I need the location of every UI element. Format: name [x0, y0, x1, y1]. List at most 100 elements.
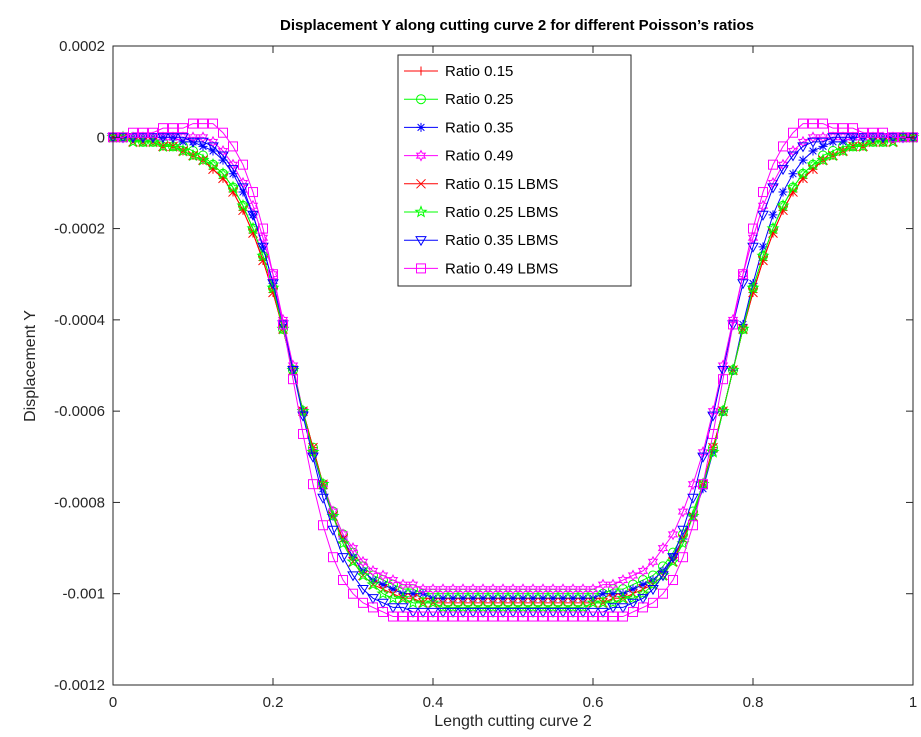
series-ratio-0-49-lbms-marker: [338, 575, 348, 586]
series-ratio-0-35-marker: [638, 580, 648, 590]
series-ratio-0-25-lbms-marker: [366, 577, 380, 591]
series-ratio-0-49-marker: [547, 583, 559, 596]
series-ratio-0-35-lbms-marker: [487, 607, 499, 618]
series-ratio-0-49-lbms-marker: [508, 611, 518, 622]
series-ratio-0-35-lbms-marker: [237, 183, 249, 194]
series-ratio-0-25-lbms-marker: [496, 600, 510, 613]
series-ratio-0-35-lbms-marker: [697, 452, 709, 463]
series-ratio-0-35-lbms-marker: [357, 585, 369, 596]
series-ratio-0-35-marker: [508, 593, 518, 603]
series-ratio-0-49-lbms-marker: [638, 602, 648, 613]
series-ratio-0-35-lbms-marker: [707, 411, 719, 422]
series-ratio-0-49-lbms-marker: [878, 127, 888, 138]
series-ratio-0-35-lbms-marker: [717, 365, 729, 377]
series-ratio-0-25-lbms-marker: [216, 166, 230, 180]
series-ratio-0-35-lbms-marker: [577, 607, 589, 618]
series-ratio-0-49-marker: [407, 578, 419, 591]
series-ratio-0-49-lbms-marker: [428, 611, 438, 622]
series-ratio-0-35-marker: [808, 146, 818, 156]
series-ratio-0-25-lbms-marker: [346, 554, 360, 568]
y-tick-label: -0.0004: [54, 312, 105, 329]
series-ratio-0-49-marker: [257, 231, 269, 244]
legend-box: [397, 54, 632, 287]
series-ratio-0-35-lbms-marker: [887, 133, 899, 144]
series-ratio-0-49-marker: [367, 564, 379, 577]
series-ratio-0-35-lbms-marker: [117, 133, 129, 144]
series-ratio-0-35-marker: [438, 593, 448, 603]
series-ratio-0-49-lbms-marker: [698, 479, 708, 490]
series-ratio-0-35-marker: [798, 155, 808, 165]
y-tick-label: -0.0008: [54, 494, 105, 511]
series-ratio-0-25-lbms-marker: [586, 595, 600, 609]
series-ratio-0-49-marker: [647, 555, 659, 568]
series-ratio-0-49-lbms-marker: [418, 611, 428, 622]
series-ratio-0-25-lbms-marker: [476, 600, 490, 613]
series-ratio-0-35-marker: [758, 242, 768, 252]
series-ratio-0-49-lbms-marker: [448, 611, 458, 622]
series-ratio-0-25-lbms-marker: [776, 198, 790, 212]
series-ratio-0-25-lbms-marker: [486, 600, 500, 613]
series-ratio-0-25-lbms-marker: [886, 135, 900, 148]
series-ratio-0-25-lbms-marker: [416, 595, 430, 609]
series-ratio-0-25-lbms: [106, 130, 920, 613]
series-ratio-0-25-lbms-marker: [506, 600, 520, 613]
series-ratio-0-49-lbms-marker: [278, 319, 288, 330]
series-ratio-0-35-marker: [458, 593, 468, 603]
series-ratio-0-25-lbms-marker: [756, 249, 770, 262]
series-ratio-0-15-lbms-marker: [788, 187, 798, 197]
series-ratio-0-35-lbms-marker: [647, 585, 659, 596]
series-ratio-0-49-lbms-marker: [478, 611, 488, 622]
series-ratio-0-35-marker: [488, 593, 498, 603]
series-ratio-0-35-lbms-marker: [457, 607, 469, 618]
series-ratio-0-35-lbms-marker: [787, 151, 799, 162]
series-ratio-0-49-marker: [607, 578, 619, 591]
series-ratio-0-49-marker: [567, 583, 579, 596]
series-ratio-0-25-lbms-marker: [456, 600, 470, 613]
series-ratio-0-25-lbms-marker: [866, 135, 880, 148]
series-ratio-0-35-lbms-marker: [467, 607, 479, 618]
series-ratio-0-25-lbms-marker: [326, 509, 340, 522]
series-ratio-0-49-lbms-marker: [688, 520, 698, 531]
series-ratio-0-49-lbms-marker: [378, 606, 388, 617]
series-ratio-0-15-lbms-marker: [748, 287, 758, 298]
series-ratio-0-35-marker: [628, 584, 638, 594]
legend-ratio-0-15: Ratio 0.15: [404, 63, 513, 80]
series-ratio-0-49-lbms-marker: [628, 606, 638, 617]
series-ratio-0-49-marker: [627, 569, 639, 582]
series-ratio-0-49-lbms-marker: [888, 132, 898, 143]
x-tick-label: 0.8: [743, 694, 764, 711]
series-ratio-0-35-lbms-marker: [247, 210, 259, 221]
series-ratio-0-25-lbms-marker: [826, 148, 840, 162]
series-ratio-0-25-lbms-marker: [396, 591, 410, 604]
series-ratio-0-35-lbms-marker: [727, 320, 739, 331]
series-ratio-0-49-marker: [447, 583, 459, 596]
series-ratio-0-35-lbms-marker: [737, 279, 749, 290]
series-ratio-0-35-lbms-marker: [127, 133, 139, 144]
series-ratio-0-35-marker: [548, 593, 558, 603]
series-ratio-0-25-lbms-marker: [336, 536, 350, 550]
series-ratio-0-35-lbms-marker: [767, 183, 779, 194]
legend-ratio-0-15-label: Ratio 0.15: [445, 63, 513, 80]
series-ratio-0-49-lbms-marker: [598, 611, 608, 622]
series-ratio-0-35-lbms-marker: [527, 607, 539, 618]
series-ratio-0-15-lbms-marker: [218, 173, 228, 184]
series-ratio-0-35-lbms-marker: [157, 133, 169, 144]
series-ratio-0-35-lbms-marker: [477, 607, 489, 618]
chart-title: Displacement Y along cutting curve 2 for…: [280, 17, 754, 34]
series-ratio-0-35-lbms-marker: [857, 133, 869, 144]
series-ratio-0-25-lbms-marker: [566, 600, 580, 613]
series-ratio-0-25-lbms-marker: [196, 153, 210, 166]
legend-ratio-0-49-marker: [415, 149, 427, 162]
series-ratio-0-49-lbms-marker: [158, 123, 168, 134]
series-ratio-0-49-lbms-marker: [348, 588, 358, 599]
series-ratio-0-49-lbms-marker: [828, 123, 838, 134]
series-ratio-0-35-lbms-marker: [867, 133, 879, 144]
series-ratio-0-25-lbms-marker: [376, 586, 390, 600]
series-ratio-0-35-lbms-marker: [137, 133, 149, 144]
legend-ratio-0-35-lbms: Ratio 0.35 LBMS: [404, 232, 558, 249]
series-ratio-0-49-lbms-marker: [238, 159, 248, 170]
y-tick-label: -0.0002: [54, 221, 105, 238]
legend-ratio-0-25-lbms-marker: [414, 205, 428, 218]
series-ratio-0-25-lbms-marker: [716, 404, 730, 417]
series-ratio-0-35-lbms-marker: [657, 571, 669, 582]
